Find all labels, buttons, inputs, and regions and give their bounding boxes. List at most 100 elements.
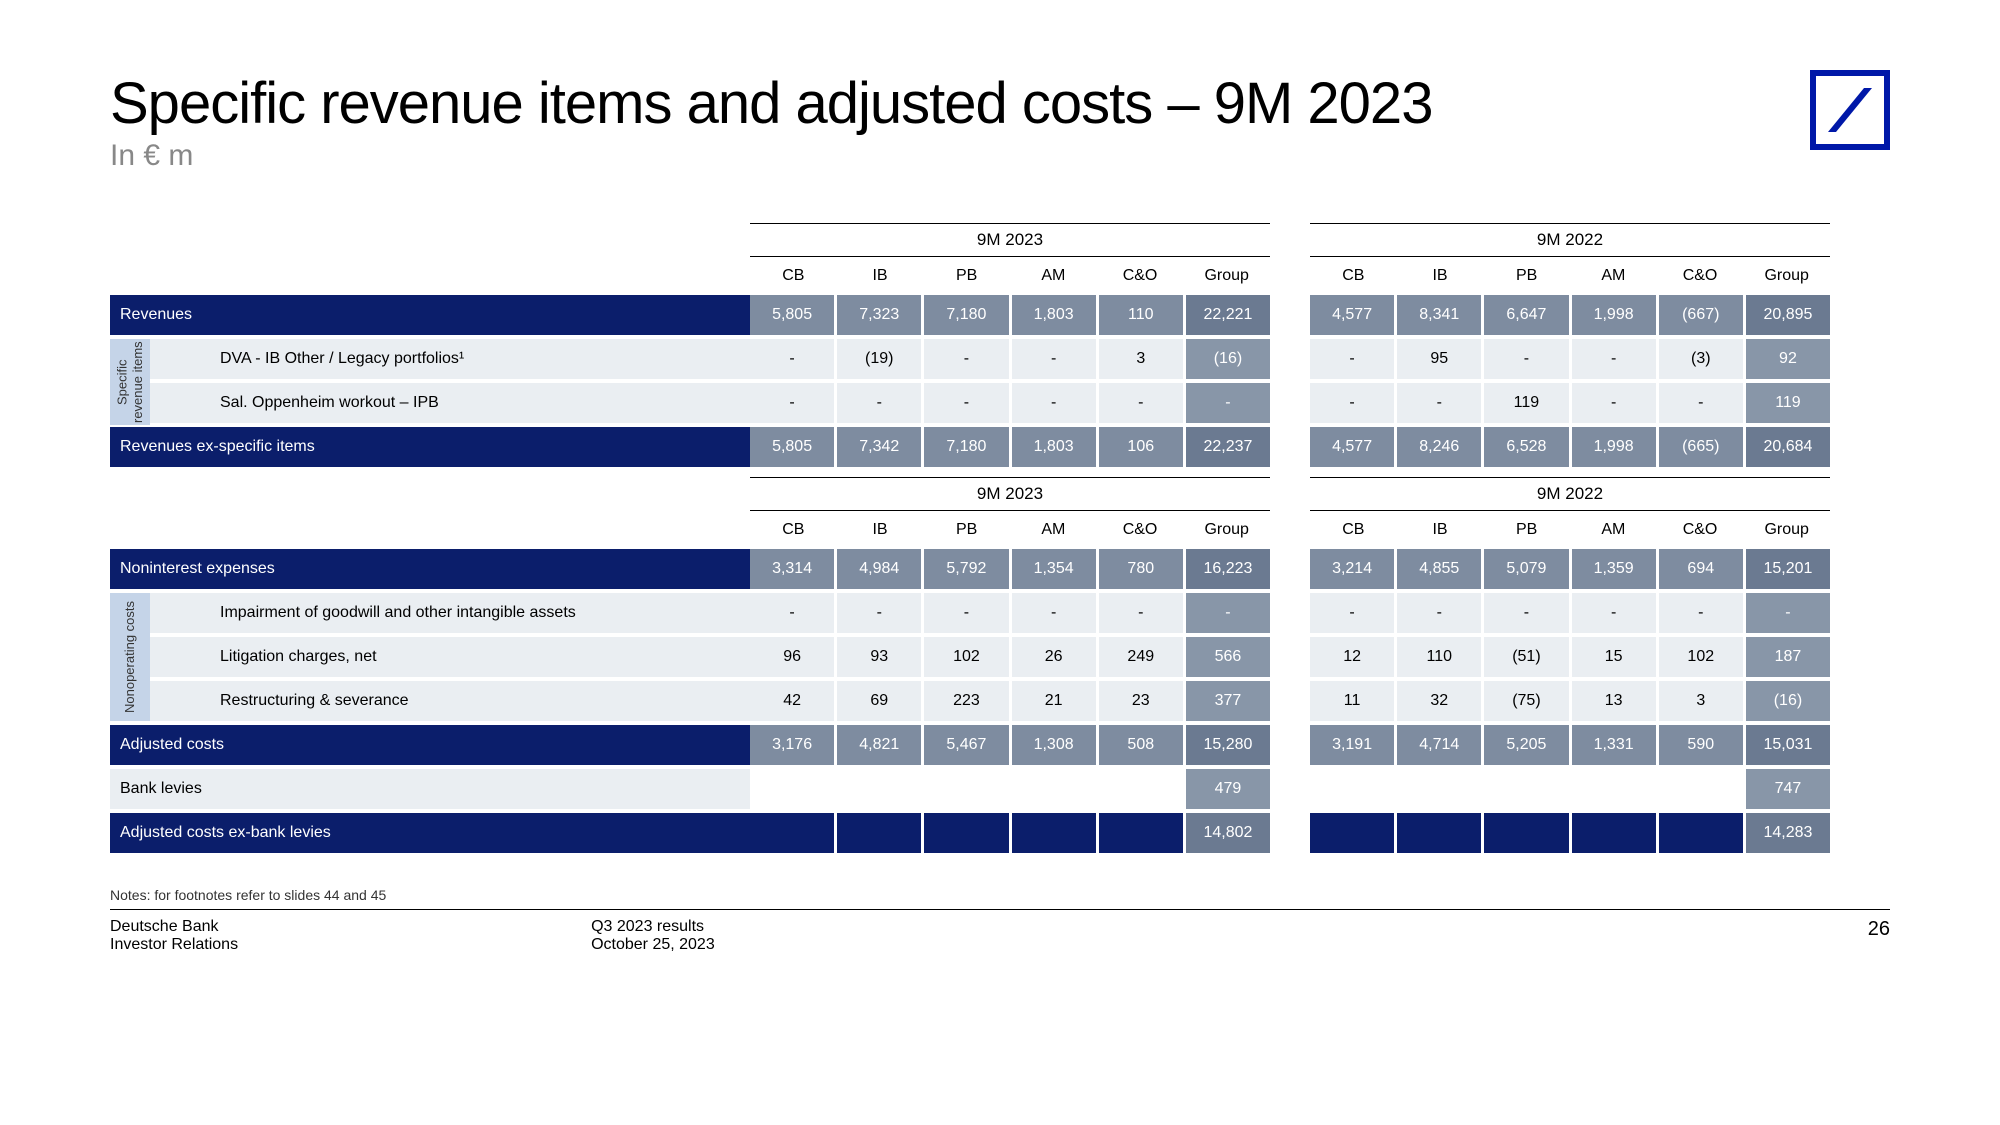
data-cell: 4,714 <box>1397 725 1481 765</box>
data-cell: 106 <box>1099 427 1183 467</box>
data-cell: 7,342 <box>837 427 921 467</box>
column-header: C&O <box>1657 521 1744 539</box>
data-cell: 16,223 <box>1186 549 1270 589</box>
column-header: Group <box>1183 267 1270 285</box>
row-label: DVA - IB Other / Legacy portfolios¹ <box>150 339 750 379</box>
data-cell: 6,647 <box>1484 295 1568 335</box>
footer-dept: Investor Relations <box>110 936 238 954</box>
data-cell: 508 <box>1099 725 1183 765</box>
data-cell <box>750 769 834 809</box>
data-cell: 20,684 <box>1746 427 1830 467</box>
data-cell: 1,331 <box>1572 725 1656 765</box>
data-cell: 5,079 <box>1484 549 1568 589</box>
data-cell: 3,191 <box>1310 725 1394 765</box>
data-cell: (667) <box>1659 295 1743 335</box>
data-cell <box>924 769 1008 809</box>
deutsche-bank-logo-icon <box>1810 70 1890 150</box>
data-cell: 11 <box>1310 681 1394 721</box>
data-cell: - <box>1186 593 1270 633</box>
period-left: 9M 2023 <box>750 223 1270 257</box>
data-cell: 4,577 <box>1310 295 1394 335</box>
data-cell <box>1397 813 1481 853</box>
data-cell <box>1099 813 1183 853</box>
data-cell: 22,237 <box>1186 427 1270 467</box>
data-cell: 3 <box>1659 681 1743 721</box>
period-header-row-2: 9M 2023 9M 2022 <box>110 477 1890 511</box>
data-cell: 479 <box>1186 769 1270 809</box>
data-cell: 42 <box>750 681 834 721</box>
data-cell: 1,803 <box>1012 295 1096 335</box>
data-cell <box>1310 769 1394 809</box>
column-header: IB <box>837 267 924 285</box>
table-row: Litigation charges, net96931022624956612… <box>110 637 1890 677</box>
data-cell: - <box>1310 339 1394 379</box>
data-cell <box>1012 813 1096 853</box>
data-cell: 8,246 <box>1397 427 1481 467</box>
footnote-text: Notes: for footnotes refer to slides 44 … <box>110 887 1890 903</box>
side-label-nonoperating-costs: Nonoperating costs <box>110 593 150 721</box>
data-cell: 4,821 <box>837 725 921 765</box>
data-cell: 110 <box>1397 637 1481 677</box>
data-cell: 4,577 <box>1310 427 1394 467</box>
data-cell <box>837 769 921 809</box>
data-cell: - <box>1746 593 1830 633</box>
data-cell <box>1484 769 1568 809</box>
row-label: Sal. Oppenheim workout – IPB <box>150 383 750 423</box>
data-cell: 15,280 <box>1186 725 1270 765</box>
data-cell: 694 <box>1659 549 1743 589</box>
data-cell: - <box>750 593 834 633</box>
data-cell: - <box>1397 383 1481 423</box>
data-cell: 1,354 <box>1012 549 1096 589</box>
row-label: Revenues ex-specific items <box>110 427 750 467</box>
row-label: Restructuring & severance <box>150 681 750 721</box>
row-label: Adjusted costs ex-bank levies <box>110 813 750 853</box>
data-cell <box>1012 769 1096 809</box>
data-cell: 377 <box>1186 681 1270 721</box>
slide-subtitle: In € m <box>110 139 1432 173</box>
column-header: Group <box>1743 267 1830 285</box>
data-cell: 1,998 <box>1572 427 1656 467</box>
column-header: IB <box>837 521 924 539</box>
data-cell: 96 <box>750 637 834 677</box>
data-cell: (665) <box>1659 427 1743 467</box>
data-cell: 780 <box>1099 549 1183 589</box>
data-cell: - <box>1099 593 1183 633</box>
data-cell <box>837 813 921 853</box>
data-cell: - <box>750 339 834 379</box>
data-cell: 249 <box>1099 637 1183 677</box>
column-header: AM <box>1010 521 1097 539</box>
data-cell: (16) <box>1186 339 1270 379</box>
table-row: Adjusted costs ex-bank levies14,80214,28… <box>110 813 1890 853</box>
data-cell: 1,803 <box>1012 427 1096 467</box>
data-cell <box>1659 769 1743 809</box>
data-cell: 15,201 <box>1746 549 1830 589</box>
column-header: CB <box>750 521 837 539</box>
data-cell: 7,180 <box>924 295 1008 335</box>
row-label: Litigation charges, net <box>150 637 750 677</box>
row-label: Impairment of goodwill and other intangi… <box>150 593 750 633</box>
data-cell: - <box>924 339 1008 379</box>
column-header: Group <box>1743 521 1830 539</box>
data-cell: - <box>1012 383 1096 423</box>
data-cell: 3,314 <box>750 549 834 589</box>
data-cell: 3,214 <box>1310 549 1394 589</box>
data-cell: 32 <box>1397 681 1481 721</box>
column-header: PB <box>1483 521 1570 539</box>
data-cell: 5,805 <box>750 427 834 467</box>
data-cell: - <box>1572 339 1656 379</box>
row-label: Bank levies <box>110 769 750 809</box>
data-cell: (3) <box>1659 339 1743 379</box>
slide-footer: Deutsche Bank Investor Relations Q3 2023… <box>110 909 1890 954</box>
table-row: Sal. Oppenheim workout – IPB--------119-… <box>110 383 1890 423</box>
data-cell: 590 <box>1659 725 1743 765</box>
table-row: Bank levies479747 <box>110 769 1890 809</box>
data-cell: 21 <box>1012 681 1096 721</box>
data-cell <box>924 813 1008 853</box>
column-header: PB <box>923 267 1010 285</box>
row-label: Noninterest expenses <box>110 549 750 589</box>
column-header-row-2: CBIBPBAMC&OGroup CBIBPBAMC&OGroup <box>110 521 1890 539</box>
data-cell: - <box>1397 593 1481 633</box>
footer-date: October 25, 2023 <box>591 936 715 954</box>
data-tables: 9M 2023 9M 2022 CBIBPBAMC&OGroup CBIBPBA… <box>110 223 1890 857</box>
data-cell: 8,341 <box>1397 295 1481 335</box>
